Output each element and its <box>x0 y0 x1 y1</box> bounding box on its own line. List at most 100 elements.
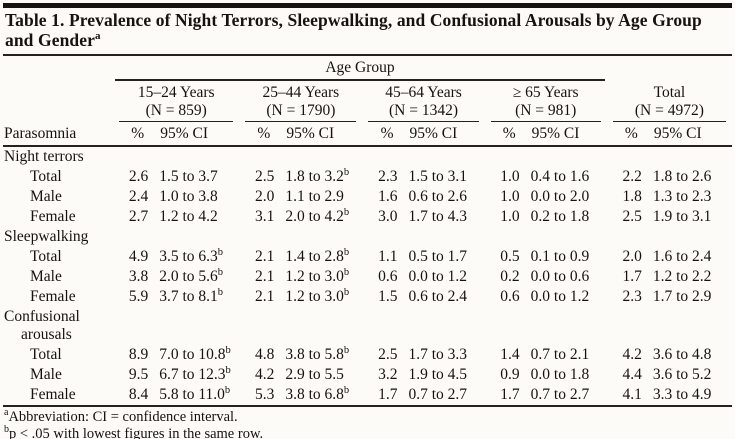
cell-ci: 0.5 to 1.7 <box>408 248 468 265</box>
significance-marker: b <box>225 364 231 376</box>
cell-percent: 1.7 <box>378 386 398 403</box>
footnote-divider-rule <box>3 405 732 407</box>
cell-percent: 1.6 <box>378 188 398 205</box>
table-row: Male 3.8 2.0 to 5.6b 2.1 1.2 to 3.0b 0.6 0.0 t… <box>3 267 732 287</box>
blank-cell <box>3 81 113 122</box>
cell-percent: 1.8 <box>622 188 642 205</box>
cell-percent: 4.8 <box>254 346 275 363</box>
cell-ci: 0.2 to 1.8 <box>530 208 590 225</box>
cell-percent: 3.1 <box>254 208 275 225</box>
cell-ci: 1.4 to 2.8b <box>285 246 350 265</box>
cell-ci: 0.0 to 1.2 <box>530 288 590 305</box>
cell-percent: 2.3 <box>622 288 642 305</box>
cell-percent: 1.0 <box>500 208 520 225</box>
ci-column-header: 95% CI <box>644 122 732 147</box>
table-row: Total 8.9 7.0 to 10.8b 4.8 3.8 to 5.8b 2.5 1.7… <box>3 345 732 365</box>
cell-ci: 7.0 to 10.8b <box>159 344 231 363</box>
table-row: Male 9.5 6.7 to 12.3b 4.2 2.9 to 5.5 3.2 1.9 t… <box>3 365 732 385</box>
row-label: Male <box>30 188 62 205</box>
cell-ci: 3.5 to 6.3b <box>159 246 223 265</box>
cell-percent: 9.5 <box>128 366 149 383</box>
cell-ci: 2.0 to 4.2b <box>285 206 350 225</box>
table-row: Female 2.7 1.2 to 4.2 3.1 2.0 to 4.2b 3.0 1.7 … <box>3 207 732 227</box>
cell-ci: 3.7 to 8.1b <box>159 286 223 305</box>
cell-ci: 0.7 to 2.7 <box>530 386 590 403</box>
section-row: Confusional arousals <box>3 307 732 345</box>
age-group-spanner-cell: Age Group <box>113 56 607 81</box>
cell-percent: 2.1 <box>254 248 275 265</box>
cell-ci: 1.7 to 4.3 <box>408 208 468 225</box>
subheader-row: Parasomnia % 95% CI% 95% CI% 95% CI% 95% CI%… <box>3 122 732 147</box>
cell-percent: 1.1 <box>378 248 398 265</box>
cell-percent: 5.9 <box>128 288 149 305</box>
cell-percent: 0.6 <box>500 288 520 305</box>
section-row: Night terrors <box>3 146 732 167</box>
cell-ci: 1.2 to 4.2 <box>159 208 218 225</box>
significance-marker: b <box>225 344 231 356</box>
section-label: Night terrors <box>4 148 84 165</box>
table-row: Female 8.4 5.8 to 11.0b 5.3 3.8 to 6.8b 1.7 0.… <box>3 385 732 405</box>
top-rule <box>3 3 732 8</box>
cell-percent: 4.4 <box>622 366 642 383</box>
cell-ci: 1.3 to 2.3 <box>652 188 712 205</box>
ci-column-header: 95% CI <box>277 122 363 147</box>
cell-ci: 1.5 to 3.7 <box>159 168 218 185</box>
row-label: Female <box>30 288 76 305</box>
prevalence-table: Age Group 15–24 Years (N = 859) 25–44 Yea… <box>3 56 732 405</box>
significance-marker: b <box>217 286 223 298</box>
cell-ci: 1.8 to 2.6 <box>652 168 712 185</box>
cell-percent: 1.5 <box>378 288 398 305</box>
ci-column-header: 95% CI <box>151 122 240 147</box>
significance-marker: b <box>343 384 350 396</box>
cell-percent: 2.6 <box>128 168 149 185</box>
cell-ci: 0.4 to 1.6 <box>530 168 590 185</box>
cell-percent: 4.2 <box>254 366 275 383</box>
significance-marker: b <box>343 246 350 258</box>
cell-ci: 2.0 to 5.6b <box>159 266 223 285</box>
cell-percent: 2.5 <box>622 208 642 225</box>
row-label: Total <box>30 346 62 363</box>
cell-percent: 2.3 <box>378 168 398 185</box>
cell-percent: 0.9 <box>500 366 520 383</box>
significance-marker: b <box>343 344 350 356</box>
percent-column-header: % <box>606 122 645 147</box>
section-label: Sleepwalking <box>4 228 89 245</box>
section-label: Confusional arousals <box>4 308 80 343</box>
cell-ci: 0.0 to 2.0 <box>530 188 590 205</box>
cell-percent: 2.5 <box>254 168 275 185</box>
cell-percent: 1.0 <box>500 188 520 205</box>
table-row: Female 5.9 3.7 to 8.1b 2.1 1.2 to 3.0b 1.5 0.6… <box>3 287 732 307</box>
percent-column-header: % <box>113 122 152 147</box>
cell-percent: 3.2 <box>378 366 398 383</box>
percent-column-header: % <box>239 122 278 147</box>
cell-percent: 4.1 <box>622 386 642 403</box>
cell-ci: 0.7 to 2.7 <box>408 386 468 403</box>
cell-percent: 2.5 <box>378 346 398 363</box>
table-row: Male 2.4 1.0 to 3.8 2.0 1.1 to 2.9 1.6 0.6 to … <box>3 187 732 207</box>
cell-ci: 5.8 to 11.0b <box>159 384 231 403</box>
significance-marker: b <box>224 384 231 396</box>
blank-cell <box>3 56 113 81</box>
footnote: bp < .05 with lowest figures in the same… <box>4 424 264 439</box>
cell-percent: 2.1 <box>254 288 275 305</box>
cell-percent: 1.7 <box>500 386 520 403</box>
blank-cell <box>607 56 732 81</box>
ci-column-header: 95% CI <box>522 122 607 147</box>
cell-ci: 0.0 to 1.2 <box>408 268 468 285</box>
cell-percent: 2.0 <box>254 188 275 205</box>
cell-ci: 1.2 to 3.0b <box>285 286 350 305</box>
significance-marker: b <box>217 266 223 278</box>
significance-marker: b <box>343 166 350 178</box>
cell-percent: 5.3 <box>254 386 275 403</box>
cell-ci: 0.1 to 0.9 <box>530 248 590 265</box>
cell-ci: 0.7 to 2.1 <box>530 346 590 363</box>
cell-ci: 1.5 to 3.1 <box>408 168 468 185</box>
cell-ci: 3.6 to 4.8 <box>652 346 712 363</box>
cell-ci: 0.0 to 1.8 <box>530 366 590 383</box>
row-label: Total <box>30 248 62 265</box>
cell-percent: 0.2 <box>500 268 520 285</box>
cell-percent: 2.1 <box>254 268 275 285</box>
cell-ci: 3.3 to 4.9 <box>652 386 712 403</box>
row-label: Female <box>30 386 76 403</box>
row-label: Total <box>30 168 62 185</box>
